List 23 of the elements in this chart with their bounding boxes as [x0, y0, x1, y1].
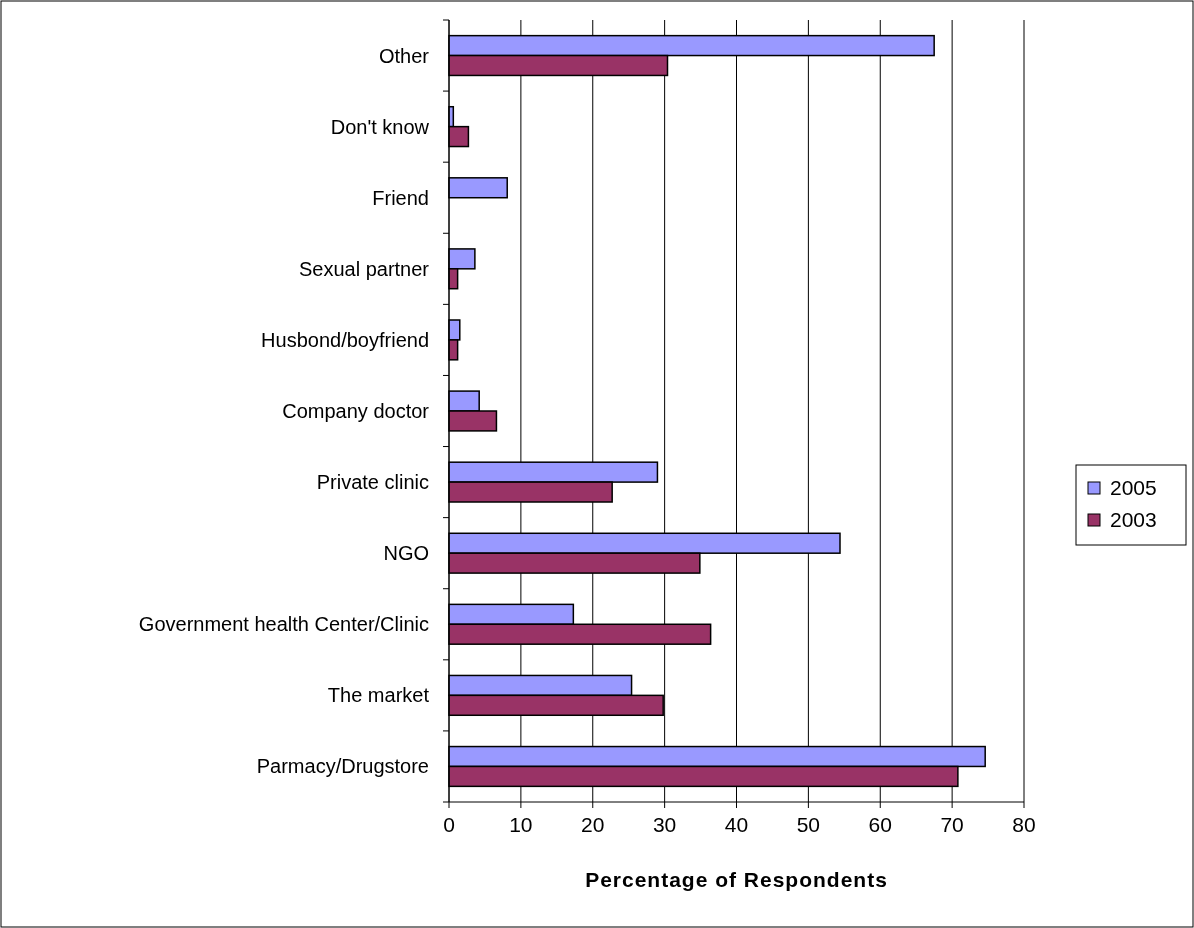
y-tick-label: Friend	[372, 186, 429, 209]
y-tick-label: The market	[327, 684, 430, 707]
x-tick-label: 50	[796, 813, 821, 836]
x-tick-label: 70	[940, 813, 964, 836]
legend-label: 2005	[1110, 476, 1157, 500]
y-tick-label: Don't know	[330, 115, 430, 138]
y-tick-label: Sexual partner	[298, 257, 430, 280]
y-tick-label: Other	[378, 44, 430, 67]
y-tick-label: NGO	[383, 542, 429, 565]
x-tick-label: 60	[868, 813, 892, 836]
x-tick-label: 0	[443, 813, 455, 836]
legend-label: 2003	[1110, 508, 1157, 532]
y-tick-label: Company doctor	[282, 400, 430, 422]
x-tick-label: 30	[652, 813, 677, 836]
y-tick-label: Private clinic	[316, 471, 429, 494]
x-tick-label: 40	[724, 813, 749, 836]
y-tick-label: Parmacy/Drugstore	[256, 755, 429, 778]
x-tick-label: 80	[1012, 813, 1036, 836]
x-tick-label: 10	[509, 813, 533, 836]
y-tick-label: Government health Center/Clinic	[138, 613, 429, 636]
y-tick-label: Husbond/boyfriend	[261, 328, 429, 351]
x-axis-title: Percentage of Respondents	[585, 868, 888, 891]
x-tick-label: 20	[581, 813, 605, 836]
